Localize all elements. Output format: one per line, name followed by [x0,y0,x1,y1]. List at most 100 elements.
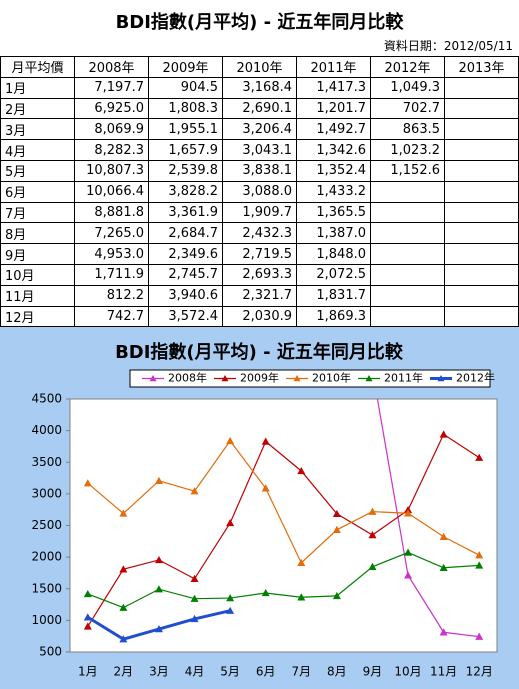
table-cell: 1,201.7 [296,97,371,120]
table-cell: 8,069.9 [74,118,149,141]
table-cell: 2013年 [444,56,519,78]
data-point [190,487,199,495]
table-cell: 9月 [0,243,75,265]
table-row: 1月 7,197.7 904.5 3,168.4 1,417.3 1,049.3 [0,76,519,99]
table-cell: 3,168.4 [222,76,297,99]
table-cell [444,243,519,265]
data-point [190,594,199,602]
table-cell [370,305,445,328]
table-cell: 3,838.1 [222,159,297,182]
table-cell: 1,049.3 [370,76,445,99]
legend-marker [149,375,157,382]
table-row: 11月 812.2 3,940.6 2,321.7 1,831.7 [0,284,519,307]
plot-layer [83,399,484,643]
y-tick-label: 4000 [31,423,62,437]
data-point [226,606,235,614]
data-point [83,479,92,487]
legend-label: 2008年 [168,371,207,385]
table-cell: 11月 [0,284,75,307]
table-cell [444,284,519,307]
x-tick-label: 9月 [363,665,383,679]
data-point [83,622,92,630]
table-cell: 2,690.1 [222,97,297,120]
table-row: 10月 1,711.9 2,745.7 2,693.3 2,072.5 [0,263,519,286]
table-cell: 1,492.7 [296,118,371,141]
x-tick-label: 5月 [220,665,240,679]
table-row: 9月 4,953.0 2,349.6 2,719.5 1,848.0 [0,243,519,265]
date-note: 資料日期：2012/05/11 [383,39,513,53]
y-tick-label: 2500 [31,518,62,532]
y-tick-label: 1000 [31,613,62,627]
table-row: 2月 6,925.0 1,808.3 2,690.1 1,201.7 702.7 [0,97,519,120]
legend-label: 2010年 [312,371,351,385]
data-point [439,628,448,636]
y-tick-label: 500 [39,645,62,659]
data-point [404,509,413,517]
table-cell [444,305,519,328]
table-cell: 2月 [0,97,75,120]
data-point [226,436,235,445]
table-cell: 2,684.7 [148,222,223,245]
table-cell: 1月 [0,76,75,99]
table-cell: 4,953.0 [74,243,149,265]
table-cell [444,118,519,141]
table-cell: 2,719.5 [222,243,297,265]
table-row: 月平均價 2008年 2009年 2010年 2011年 2012年 2013年 [0,56,519,78]
table-cell [370,201,445,224]
table-cell: 863.5 [370,118,445,141]
table-row: 8月 7,265.0 2,684.7 2,432.3 1,387.0 [0,222,519,245]
table-cell: 812.2 [74,284,149,307]
table-row: 7月 8,881.8 3,361.9 1,909.7 1,365.5 [0,201,519,224]
data-point [475,551,484,559]
data-point [154,555,163,564]
legend-label: 2012年 [456,371,495,385]
table-cell: 3,361.9 [148,201,223,224]
y-tick-label: 2000 [31,550,62,564]
table-cell [444,159,519,182]
table-cell [370,180,445,203]
table-cell: 2,030.9 [222,305,297,328]
x-tick-label: 4月 [185,665,205,679]
data-point [368,507,377,515]
table-cell: 2,349.6 [148,243,223,265]
data-point [475,453,484,461]
table-cell: 3月 [0,118,75,141]
y-tick-label: 4500 [31,392,62,406]
table-cell: 1,417.3 [296,76,371,99]
table-cell [370,222,445,245]
table-row: 5月 10,807.3 2,539.8 3,838.1 1,352.4 1,152.6 [0,159,519,182]
data-point [154,585,163,593]
table-cell: 2,321.7 [222,284,297,307]
table-cell: 1,023.2 [370,139,445,161]
data-point [439,563,448,571]
table-cell: 月平均價 [0,56,75,78]
table-cell: 1,352.4 [296,159,371,182]
table-cell: 3,572.4 [148,305,223,328]
legend [129,369,491,388]
chart-title: BDI指數(月平均) - 近五年同月比較 [115,341,404,363]
table-cell: 6月 [0,180,75,203]
table-cell [444,201,519,224]
table-cell: 10月 [0,263,75,286]
x-tick-label: 12月 [466,665,493,679]
x-tick-label: 2月 [114,665,134,679]
data-point [368,562,377,570]
table-cell: 8,282.3 [74,139,149,161]
table-cell: 2012年 [370,56,445,78]
table-cell [370,243,445,265]
page-title: BDI指數(月平均) - 近五年同月比較 [115,12,404,33]
table-cell: 2,432.3 [222,222,297,245]
y-tick-label: 3500 [31,455,62,469]
table-cell: 3,043.1 [222,139,297,161]
table-cell: 904.5 [148,76,223,99]
legend-label: 2009年 [240,371,279,385]
table-cell: 1,657.9 [148,139,223,161]
table-cell [444,97,519,120]
table-cell: 8月 [0,222,75,245]
data-point [190,614,199,623]
data-point [226,594,235,602]
x-tick-label: 7月 [291,665,311,679]
series-line [87,433,480,627]
data-point [404,548,413,556]
table-cell: 1,955.1 [148,118,223,141]
